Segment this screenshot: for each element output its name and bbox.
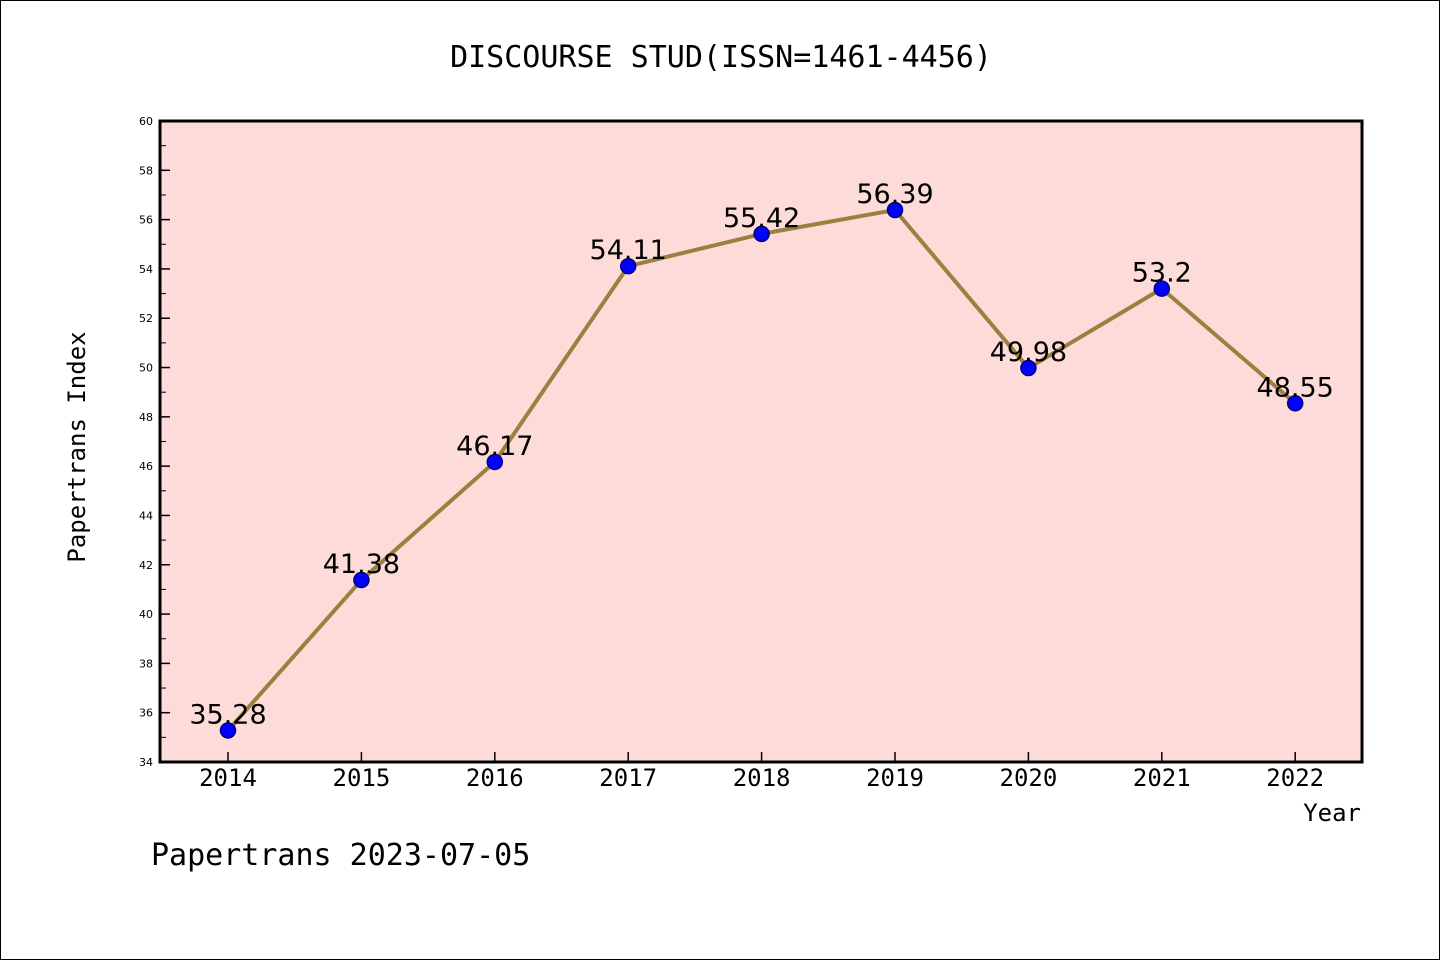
data-label: 48.55 <box>1257 372 1334 403</box>
x-tick-label: 2014 <box>199 764 257 792</box>
series-markers <box>219 201 1304 739</box>
x-axis: 2014 2015 2016 2017 2018 2019 2020 2021 2022 <box>199 752 1324 792</box>
y-tick-label: 54 <box>139 263 153 276</box>
y-tick-label: 58 <box>139 164 153 177</box>
data-point <box>353 571 370 589</box>
data-point <box>219 722 237 739</box>
data-label: 53.2 <box>1132 258 1192 289</box>
data-label: 49.98 <box>990 337 1067 368</box>
y-axis-label: Papertrans Index <box>63 331 91 562</box>
data-label: 56.39 <box>856 179 933 210</box>
data-label: 35.28 <box>189 699 266 730</box>
x-tick-label: 2021 <box>1133 764 1191 792</box>
data-label: 41.38 <box>323 549 400 580</box>
y-tick-label: 46 <box>139 460 153 473</box>
data-point <box>1020 359 1037 377</box>
x-tick-label: 2017 <box>599 764 657 792</box>
y-tick-label: 34 <box>139 756 153 769</box>
x-tick-label: 2022 <box>1266 764 1324 792</box>
x-tick-label: 2020 <box>1000 764 1058 792</box>
y-tick-label: 50 <box>139 362 153 375</box>
data-point <box>486 453 504 471</box>
plot-frame <box>158 119 1364 764</box>
y-tick-label: 48 <box>139 411 153 424</box>
y-tick-label: 42 <box>139 559 153 572</box>
y-tick-label: 60 <box>139 115 153 128</box>
y-tick-label: 44 <box>139 509 153 522</box>
data-point <box>619 257 637 275</box>
y-tick-label: 36 <box>139 707 153 720</box>
chart-title: DISCOURSE STUD(ISSN=1461-4456) <box>450 40 992 75</box>
data-point <box>1286 395 1304 412</box>
x-tick-label: 2019 <box>866 764 924 792</box>
y-axis: 34 36 38 40 42 44 46 48 50 52 54 56 58 60 <box>139 115 170 769</box>
x-tick-label: 2015 <box>333 764 391 792</box>
footer-credit: Papertrans 2023-07-05 <box>151 838 530 873</box>
y-tick-label: 38 <box>139 657 153 670</box>
y-tick-label: 52 <box>139 312 153 325</box>
data-point <box>753 225 770 243</box>
x-tick-label: 2016 <box>466 764 524 792</box>
y-tick-label: 56 <box>139 214 153 227</box>
data-labels: 35.28 41.38 46.17 54.11 55.42 56.39 49.98 53.2 4… <box>189 179 1333 730</box>
data-label: 54.11 <box>590 235 667 266</box>
y-tick-label: 40 <box>139 608 153 621</box>
data-label: 55.42 <box>723 203 800 234</box>
data-point <box>1153 280 1171 297</box>
x-axis-label: Year <box>1303 799 1361 827</box>
x-tick-label: 2018 <box>733 764 791 792</box>
data-label: 46.17 <box>456 431 533 462</box>
data-point <box>886 201 904 219</box>
